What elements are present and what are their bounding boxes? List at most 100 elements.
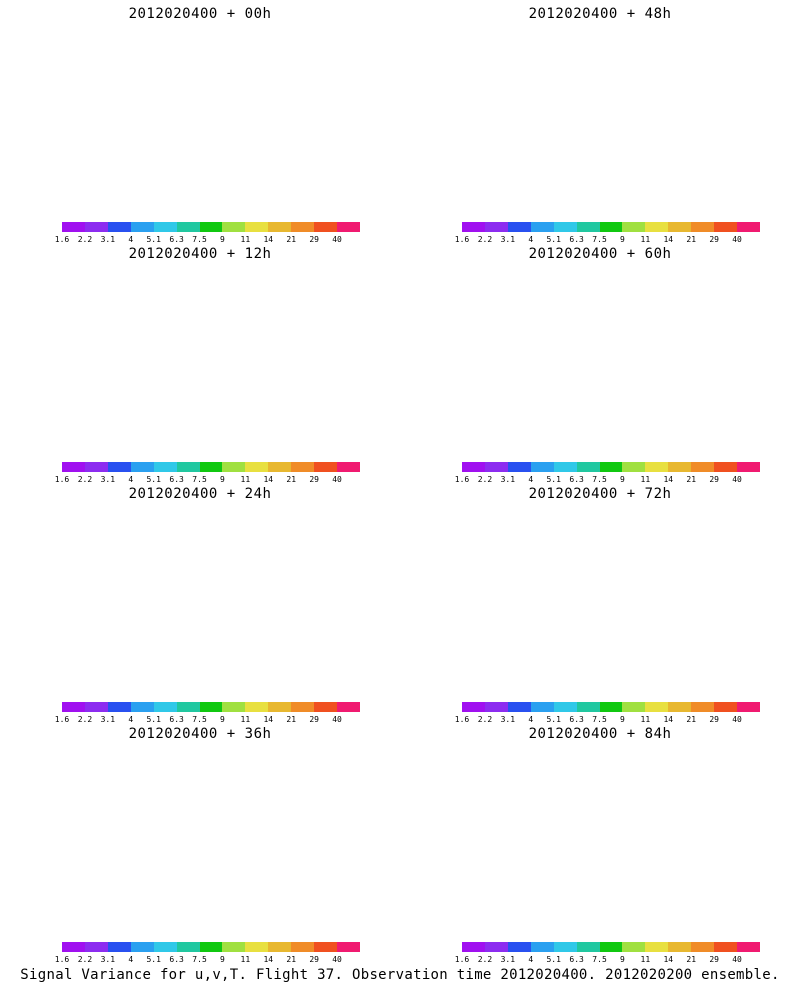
- map-panel: 2012020400 + 24h 1.6 2.2 3.1 4 5.1 6.3 7.5 9 11 14…: [0, 480, 400, 724]
- colorbar-tick-label: 14: [663, 955, 674, 964]
- colorbar-tick-label: 14: [263, 475, 274, 484]
- colorbar-tick-label: 9: [220, 955, 225, 964]
- colorbar-tick-label: 6.3: [169, 955, 184, 964]
- colorbar-swatch: [691, 942, 715, 952]
- colorbar-swatch: [507, 462, 531, 472]
- colorbar-tick-label: 40: [732, 955, 742, 964]
- colorbar-swatch: [314, 462, 338, 472]
- colorbar-swatch: [599, 462, 623, 472]
- colorbar-swatch: [484, 702, 508, 712]
- colorbar-labels: 1.6 2.2 3.1 4 5.1 6.3 7.5 9 11 14 21 29 40: [55, 235, 360, 245]
- colorbar-swatch: [668, 462, 692, 472]
- colorbar-swatch: [268, 702, 292, 712]
- colorbar-tick-label: 2.2: [77, 715, 93, 724]
- colorbar-swatch: [507, 942, 531, 952]
- colorbar-swatch: [714, 222, 738, 232]
- colorbar-tick-label: 4: [128, 475, 134, 484]
- colorbar-tick-label: 5.1: [546, 715, 561, 724]
- colorbar-tick-label: 7.5: [592, 955, 607, 964]
- colorbar-tick-label: 7.5: [592, 715, 607, 724]
- colorbar-swatch: [622, 702, 646, 712]
- colorbar-tick-label: 1.6: [454, 955, 470, 964]
- colorbar-tick-label: 5.1: [146, 235, 161, 244]
- colorbar-swatch: [645, 222, 669, 232]
- colorbar-tick-label: 1.6: [54, 955, 70, 964]
- colorbar-swatch: [314, 222, 338, 232]
- colorbar-swatch: [462, 222, 485, 232]
- colorbar-tick-label: 1.6: [454, 715, 470, 724]
- colorbar-tick-label: 14: [263, 715, 274, 724]
- colorbar-tick-label: 7.5: [192, 715, 207, 724]
- colorbar-tick-label: 7.5: [192, 235, 207, 244]
- colorbar-tick-label: 21: [686, 955, 697, 964]
- colorbar-swatch: [199, 462, 223, 472]
- colorbar-swatch: [291, 462, 315, 472]
- colorbar-tick-label: 5.1: [146, 475, 161, 484]
- colorbar-tick-label: 1.6: [454, 235, 470, 244]
- colorbar-swatch: [622, 222, 646, 232]
- panel-title: 2012020400 + 48h: [528, 6, 672, 22]
- colorbar-swatch: [268, 462, 292, 472]
- colorbar-swatch: [84, 222, 108, 232]
- colorbar-swatch: [291, 942, 315, 952]
- colorbar-tick-label: 29: [309, 955, 319, 964]
- colorbar-tick-label: 40: [332, 235, 342, 244]
- colorbar-swatch: [291, 702, 315, 712]
- colorbar-swatch: [222, 222, 246, 232]
- colorbar: [62, 222, 360, 232]
- colorbar-tick-label: 29: [709, 235, 719, 244]
- panel-title: 2012020400 + 60h: [528, 246, 672, 262]
- panel-title: 2012020400 + 72h: [528, 486, 672, 502]
- panel-title: 2012020400 + 84h: [528, 726, 672, 742]
- colorbar-swatch: [107, 702, 131, 712]
- colorbar-tick-label: 11: [640, 235, 651, 244]
- colorbar-swatch: [737, 702, 760, 712]
- colorbar-swatch: [530, 702, 554, 712]
- polar-map: [400, 480, 800, 700]
- colorbar-tick-label: 29: [309, 475, 319, 484]
- colorbar-tick-label: 29: [709, 955, 719, 964]
- colorbar-labels: 1.6 2.2 3.1 4 5.1 6.3 7.5 9 11 14 21 29 40: [455, 715, 760, 725]
- map-panel: 2012020400 + 48h 1.6 2.2 3.1 4 5.1 6.3 7.5 9 11 14…: [400, 0, 800, 244]
- colorbar-tick-label: 14: [663, 715, 674, 724]
- colorbar-tick-label: 4: [128, 955, 134, 964]
- colorbar-tick-label: 2.2: [477, 235, 493, 244]
- colorbar-swatch: [222, 942, 246, 952]
- colorbar-tick-label: 29: [309, 715, 319, 724]
- colorbar-swatch: [337, 222, 360, 232]
- colorbar: [62, 942, 360, 952]
- coastline: [440, 38, 760, 155]
- colorbar-swatch: [691, 462, 715, 472]
- colorbar-swatch: [314, 702, 338, 712]
- panel-title: 2012020400 + 00h: [128, 6, 272, 22]
- colorbar-swatch: [337, 942, 360, 952]
- figure-caption: Signal Variance for u,v,T. Flight 37. Ob…: [20, 967, 780, 983]
- colorbar-swatch: [130, 702, 154, 712]
- colorbar-tick-label: 6.3: [169, 235, 184, 244]
- colorbar-tick-label: 9: [220, 475, 225, 484]
- polar-map: [400, 240, 800, 460]
- colorbar-tick-label: 3.1: [500, 235, 516, 244]
- colorbar-swatch: [462, 462, 485, 472]
- map-panel: 2012020400 + 60h 1.6 2.2 3.1 4 5.1 6.3 7.5 9 11 14…: [400, 240, 800, 484]
- colorbar-tick-label: 6.3: [169, 715, 184, 724]
- coastline: [40, 38, 360, 155]
- colorbar-tick-label: 3.1: [100, 235, 116, 244]
- panel-title: 2012020400 + 24h: [128, 486, 272, 502]
- colorbar-tick-label: 9: [620, 955, 625, 964]
- colorbar-swatch: [107, 462, 131, 472]
- colorbar-swatch: [645, 702, 669, 712]
- colorbar-swatch: [62, 462, 85, 472]
- colorbar-tick-label: 3.1: [500, 955, 516, 964]
- colorbar-tick-label: 4: [528, 955, 534, 964]
- colorbar-swatch: [222, 702, 246, 712]
- colorbar-swatch: [222, 462, 246, 472]
- polar-map: [400, 0, 800, 220]
- colorbar: [62, 462, 360, 472]
- colorbar-swatch: [130, 942, 154, 952]
- colorbar-swatch: [245, 942, 269, 952]
- colorbar-tick-label: 40: [732, 475, 742, 484]
- coastline: [40, 758, 360, 875]
- colorbar-tick-label: 3.1: [500, 715, 516, 724]
- colorbar-tick-label: 5.1: [546, 475, 561, 484]
